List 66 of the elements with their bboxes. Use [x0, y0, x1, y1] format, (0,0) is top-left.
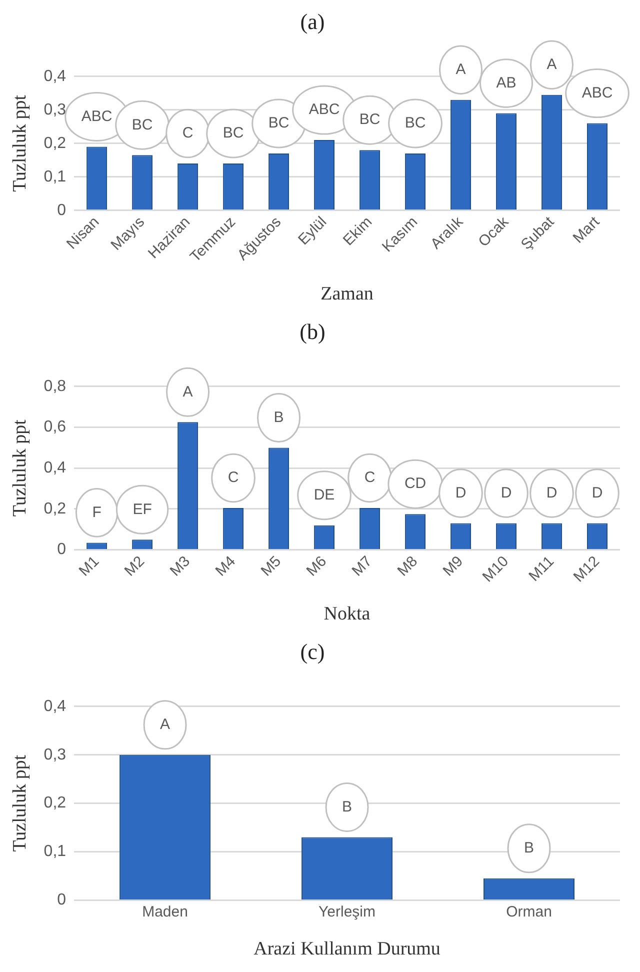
y-tick-label: 0,1: [44, 843, 66, 860]
x-tick-label: M4: [212, 552, 240, 580]
x-tick-label: Yerleşim: [318, 903, 376, 920]
x-tick-label: M7: [348, 552, 376, 580]
annotation: ABC: [308, 101, 340, 118]
y-tick-label: 0,2: [44, 134, 66, 152]
x-tick-label: M10: [479, 552, 512, 586]
x-axis-title: Arazi Kullanım Durumu: [254, 938, 441, 960]
y-tick-label: 0,1: [44, 168, 66, 186]
x-tick-label: Orman: [506, 903, 552, 920]
y-axis-title: Tuzluluk ppt: [9, 94, 30, 192]
annotation: ABC: [81, 108, 112, 125]
annotation: BC: [359, 111, 380, 128]
annotation: D: [500, 484, 512, 502]
y-tick-label: 0,2: [44, 794, 66, 812]
y-tick-label: 0: [57, 202, 66, 219]
chart-title: (a): [300, 8, 325, 34]
annotation: EF: [132, 500, 152, 518]
x-tick-label: M5: [258, 552, 285, 580]
annotation: D: [455, 484, 466, 502]
annotation: DE: [314, 486, 335, 504]
annotation: A: [160, 716, 170, 733]
y-tick-label: 0,4: [44, 698, 66, 715]
x-tick-label: Maden: [142, 903, 188, 920]
annotation: A: [182, 383, 193, 400]
annotation: C: [182, 124, 194, 142]
y-tick-label: 0,6: [44, 418, 66, 436]
x-tick-label: M9: [440, 552, 467, 580]
x-tick-label: M8: [394, 552, 422, 580]
y-tick-label: 0,4: [44, 68, 66, 85]
x-tick-label: M12: [570, 552, 604, 586]
annotation: F: [92, 504, 102, 521]
x-tick-label: M3: [166, 552, 194, 580]
annotation: B: [524, 840, 534, 857]
y-tick-label: 0: [57, 892, 66, 909]
annotation: B: [342, 798, 352, 816]
chart-title: (b): [300, 318, 326, 344]
y-tick-label: 0,3: [44, 746, 66, 764]
annotation: BC: [222, 124, 244, 142]
annotation: D: [546, 484, 558, 502]
y-tick-label: 0: [57, 541, 66, 558]
annotation: BC: [268, 114, 290, 132]
x-axis-title: Zaman: [320, 284, 374, 305]
x-axis-title: Nokta: [324, 604, 371, 625]
y-tick-label: 0,8: [44, 378, 66, 395]
annotation: BC: [404, 114, 426, 132]
y-tick-label: 0,4: [44, 460, 66, 477]
annotation: BC: [132, 116, 153, 134]
annotation: D: [592, 484, 603, 502]
annotation: B: [274, 408, 284, 426]
x-tick-label: M2: [121, 552, 148, 580]
y-tick-label: 0,2: [44, 500, 66, 518]
x-tick-label: M1: [76, 552, 103, 580]
y-tick-label: 0,3: [44, 101, 66, 118]
y-axis-title: Tuzluluk ppt: [9, 418, 30, 517]
annotation: CD: [404, 475, 426, 492]
x-tick-label: M6: [303, 552, 330, 580]
annotation: A: [456, 60, 466, 78]
annotation: A: [546, 56, 557, 73]
y-axis-title: Tuzluluk ppt: [9, 754, 30, 852]
chart-title: (c): [300, 638, 325, 664]
annotation: AB: [496, 74, 516, 92]
annotation: ABC: [582, 84, 613, 102]
annotation: C: [228, 469, 239, 486]
annotation: C: [364, 469, 376, 486]
x-tick-label: M11: [526, 552, 558, 585]
